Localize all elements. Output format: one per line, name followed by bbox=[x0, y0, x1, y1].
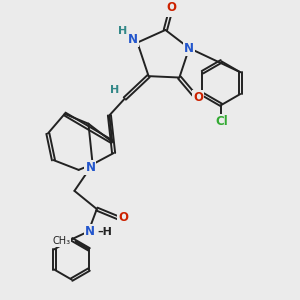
Text: N: N bbox=[85, 225, 95, 238]
Text: –H: –H bbox=[97, 227, 112, 237]
Text: N: N bbox=[128, 33, 138, 46]
Text: O: O bbox=[166, 1, 176, 14]
Text: H: H bbox=[110, 85, 119, 95]
Text: H: H bbox=[118, 26, 128, 36]
Text: N: N bbox=[184, 42, 194, 55]
Text: CH₃: CH₃ bbox=[52, 236, 71, 246]
Text: N: N bbox=[85, 160, 95, 174]
Text: O: O bbox=[193, 91, 203, 103]
Text: O: O bbox=[118, 211, 128, 224]
Text: Cl: Cl bbox=[215, 115, 228, 128]
